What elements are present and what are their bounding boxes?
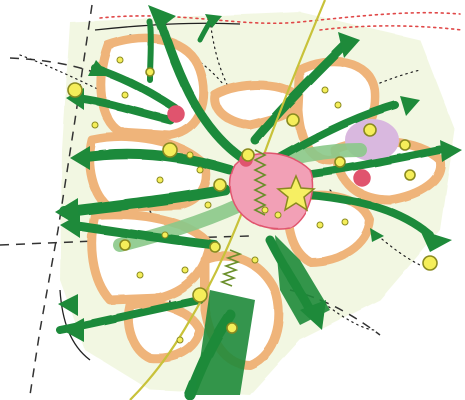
arrow-head-icon	[400, 96, 420, 116]
zigzag-spine	[219, 149, 267, 287]
activity-dot	[161, 231, 169, 239]
star-icon	[276, 174, 316, 212]
green-wedge-south	[195, 290, 255, 395]
node-circle-icon	[145, 67, 155, 77]
node-circle-icon	[213, 178, 227, 192]
arrow-head-icon	[440, 140, 462, 162]
red-dotted-boundary	[99, 11, 463, 31]
arrow-head-icon	[88, 60, 110, 76]
arrow-head-icon	[370, 228, 384, 242]
activity-dot	[321, 86, 329, 94]
arrow-head-icon	[338, 32, 360, 58]
node-circle-icon	[404, 169, 416, 181]
activity-dots	[91, 56, 349, 344]
activity-dot	[136, 271, 144, 279]
node-circle-icon	[399, 139, 411, 151]
arrow-head-icon	[148, 5, 176, 30]
node-circle-icon	[363, 123, 377, 137]
activity-dot	[186, 151, 194, 159]
arrow-head-icon	[70, 146, 90, 170]
node-circle-icon	[226, 322, 238, 334]
arrow-head-icon	[205, 14, 222, 28]
node-circle-icon	[353, 169, 371, 187]
activity-dot	[176, 336, 184, 344]
activity-dot	[261, 206, 269, 214]
node-circle-icon	[192, 287, 208, 303]
node-circle-icon	[167, 105, 185, 123]
activity-dot	[121, 91, 129, 99]
road-line	[129, 0, 327, 400]
node-circle-icon	[422, 255, 438, 271]
central-hub	[229, 152, 314, 230]
activity-dot	[204, 201, 212, 209]
node-circle-icon	[334, 156, 346, 168]
green-wedge-southeast	[275, 235, 330, 325]
arrow-head-icon	[420, 230, 452, 252]
yellow-nodes	[67, 67, 438, 334]
activity-dot	[156, 176, 164, 184]
activity-dot	[251, 256, 259, 264]
arrow-head-icon	[58, 294, 78, 316]
arrow-head-icon	[60, 214, 80, 238]
node-circle-icon	[241, 148, 255, 162]
activity-dot	[274, 211, 282, 219]
node-circle-icon	[119, 239, 131, 251]
activity-dot	[91, 121, 99, 129]
node-circle-icon	[286, 113, 300, 127]
arrow-head-icon	[300, 300, 326, 330]
activity-dot	[116, 56, 124, 64]
activity-dot	[341, 218, 349, 226]
corridor-arrows	[55, 5, 462, 342]
node-circle-icon	[162, 142, 178, 158]
node-circle-icon	[67, 82, 83, 98]
arrow-head-icon	[62, 318, 84, 342]
activity-dot	[181, 266, 189, 274]
node-circle-icon	[209, 241, 221, 253]
activity-dot	[316, 221, 324, 229]
activity-dot	[196, 166, 204, 174]
green-wedges	[195, 235, 330, 395]
activity-dot	[334, 101, 342, 109]
